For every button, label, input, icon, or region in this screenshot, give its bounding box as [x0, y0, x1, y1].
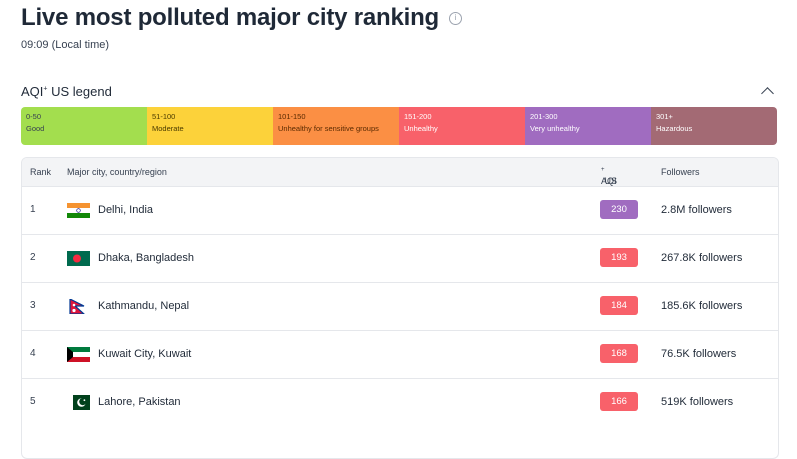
legend-segment-range: 201-300: [530, 111, 646, 123]
header-aqi-sup: +: [601, 167, 605, 173]
table-row[interactable]: 3 Kathmandu, Nepal 184 185.6K followers: [22, 282, 778, 330]
table-row[interactable]: 5 Lahore, Pakistan 166 519K followers: [22, 378, 778, 426]
followers-count: 185.6K: [661, 300, 696, 312]
legend-segment-range: 51-100: [152, 111, 268, 123]
table-row[interactable]: 2 Dhaka, Bangladesh 193 267.8K followers: [22, 234, 778, 282]
row-rank: 3: [30, 300, 36, 311]
nepal-flag-icon: [67, 299, 90, 314]
followers-suffix: followers: [699, 252, 742, 264]
bangladesh-flag-icon: [67, 251, 90, 266]
kuwait-flag-icon: [67, 347, 90, 362]
legend-segment: 101-150 Unhealthy for sensitive groups: [273, 107, 399, 145]
header-rank: Rank: [30, 167, 51, 177]
followers-suffix: followers: [689, 204, 732, 216]
row-followers: 267.8K followers: [661, 252, 742, 264]
aqi-badge: 168: [600, 344, 638, 363]
table-header: Rank Major city, country/region AQI + US …: [22, 158, 778, 186]
row-followers: 76.5K followers: [661, 348, 736, 360]
followers-count: 519K: [661, 396, 687, 408]
page-header: Live most polluted major city ranking i: [21, 4, 462, 32]
aqi-badge: 166: [600, 392, 638, 411]
row-rank: 4: [30, 348, 36, 359]
followers-count: 267.8K: [661, 252, 696, 264]
header-aqi: AQI + US: [601, 167, 605, 177]
legend-title-aqi: AQI: [21, 84, 43, 99]
followers-suffix: followers: [693, 348, 736, 360]
header-city: Major city, country/region: [67, 167, 167, 177]
india-flag-icon: [67, 203, 90, 218]
row-city-link[interactable]: Lahore, Pakistan: [98, 396, 181, 408]
legend-segment-label: Unhealthy for sensitive groups: [278, 123, 394, 135]
legend-segment-range: 151-200: [404, 111, 520, 123]
legend-segment: 51-100 Moderate: [147, 107, 273, 145]
row-city-link[interactable]: Kuwait City, Kuwait: [98, 348, 191, 360]
followers-suffix: followers: [690, 396, 733, 408]
info-icon[interactable]: i: [449, 12, 462, 25]
followers-count: 76.5K: [661, 348, 690, 360]
ranking-table: Rank Major city, country/region AQI + US …: [21, 157, 779, 459]
row-city-link[interactable]: Delhi, India: [98, 204, 153, 216]
legend-segment-label: Very unhealthy: [530, 123, 646, 135]
legend-segment-range: 101-150: [278, 111, 394, 123]
legend-segment-label: Hazardous: [656, 123, 772, 135]
table-body: 1 Delhi, India 230 2.8M followers 2 Dhaka, Ba…: [22, 186, 778, 426]
aqi-badge: 193: [600, 248, 638, 267]
table-row[interactable]: 4 Kuwait City, Kuwait 168 76.5K followers: [22, 330, 778, 378]
legend-segment: 0-50 Good: [21, 107, 147, 145]
local-time: 09:09 (Local time): [21, 39, 109, 51]
legend-segment: 201-300 Very unhealthy: [525, 107, 651, 145]
legend-segment-range: 301+: [656, 111, 772, 123]
legend-segment-range: 0-50: [26, 111, 142, 123]
row-followers: 2.8M followers: [661, 204, 732, 216]
pakistan-flag-icon: [67, 395, 90, 410]
legend-segment-label: Good: [26, 123, 142, 135]
header-followers: Followers: [661, 167, 700, 177]
legend-title-suffix: US legend: [51, 84, 112, 99]
legend-header[interactable]: AQI+ US legend: [21, 83, 777, 99]
row-city-link[interactable]: Dhaka, Bangladesh: [98, 252, 194, 264]
row-followers: 519K followers: [661, 396, 733, 408]
row-rank: 1: [30, 204, 36, 215]
legend-segment-label: Unhealthy: [404, 123, 520, 135]
aqi-legend-bar: 0-50 Good 51-100 Moderate 101-150 Unhealthy f…: [21, 107, 777, 145]
row-rank: 5: [30, 396, 36, 407]
aqi-badge: 230: [600, 200, 638, 219]
row-rank: 2: [30, 252, 36, 263]
header-aqi-suffix: US: [605, 176, 618, 186]
page-title: Live most polluted major city ranking: [21, 4, 439, 32]
row-followers: 185.6K followers: [661, 300, 742, 312]
legend-title: AQI+ US legend: [21, 84, 112, 99]
legend-segment-label: Moderate: [152, 123, 268, 135]
table-row[interactable]: 1 Delhi, India 230 2.8M followers: [22, 186, 778, 234]
row-city-link[interactable]: Kathmandu, Nepal: [98, 300, 189, 312]
followers-suffix: followers: [699, 300, 742, 312]
legend-segment: 151-200 Unhealthy: [399, 107, 525, 145]
aqi-badge: 184: [600, 296, 638, 315]
legend-title-sup: +: [43, 85, 47, 92]
legend-segment: 301+ Hazardous: [651, 107, 777, 145]
followers-count: 2.8M: [661, 204, 685, 216]
chevron-up-icon[interactable]: [761, 87, 774, 100]
